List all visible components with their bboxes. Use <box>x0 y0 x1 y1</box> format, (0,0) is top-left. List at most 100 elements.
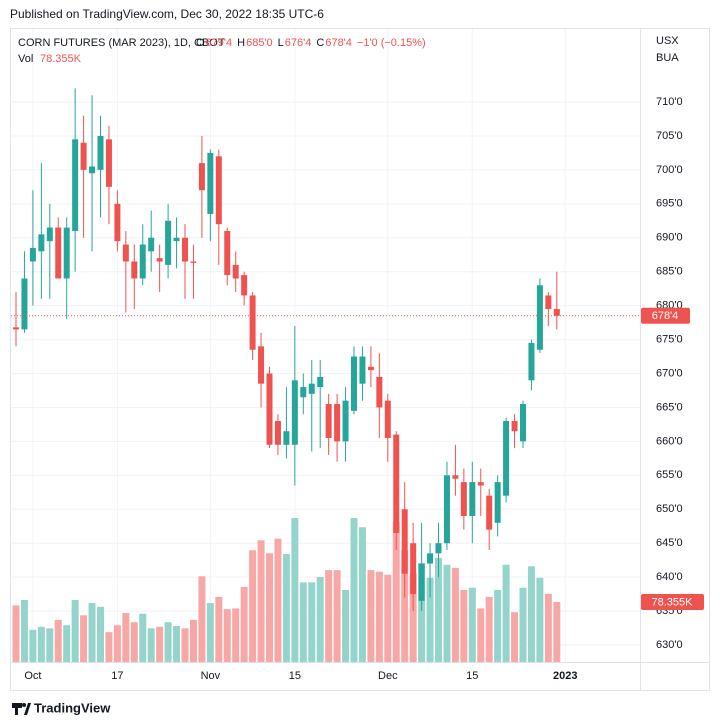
volume-bar <box>130 622 138 662</box>
candle-body <box>29 247 36 262</box>
volume-bar <box>401 550 409 662</box>
volume-bar <box>240 586 248 662</box>
candle-body <box>97 135 104 170</box>
candle-body <box>55 227 62 279</box>
candle-body <box>283 431 290 445</box>
volume-bar <box>350 518 358 662</box>
candle-body <box>460 482 467 517</box>
volume-bar <box>426 577 434 662</box>
candle-body <box>139 244 146 279</box>
candle-body <box>122 244 129 262</box>
symbol-title: CORN FUTURES (MAR 2023), 1D, CBOT <box>18 37 225 49</box>
candle-body <box>207 152 214 214</box>
candle-body <box>393 434 400 534</box>
volume-bar <box>156 626 164 662</box>
x-tick-label: Dec <box>378 670 398 682</box>
volume-bar <box>477 608 485 662</box>
last-volume-tag <box>641 594 704 611</box>
volume-bar <box>443 564 451 662</box>
candle-body <box>182 237 188 262</box>
y-tick-label: 690'0 <box>656 232 683 244</box>
volume-bar <box>37 626 45 662</box>
candle-body <box>105 139 112 187</box>
volume-bar <box>536 577 544 662</box>
volume-bar <box>553 602 561 662</box>
candle-body <box>190 261 197 263</box>
candle-body <box>486 495 493 530</box>
volume-bar <box>88 603 96 662</box>
volume-bar <box>333 570 341 662</box>
x-tick-label: 15 <box>466 670 478 682</box>
candle-body <box>384 400 391 438</box>
volume-bar <box>189 619 197 662</box>
volume-bar <box>113 625 121 662</box>
candle-body <box>553 309 560 316</box>
candle-body <box>401 509 408 574</box>
volume-bar <box>435 557 442 662</box>
volume-bar <box>451 567 459 662</box>
candle-body <box>249 295 256 350</box>
y-tick-label: 630'0 <box>656 639 683 651</box>
volume-bar <box>418 563 426 662</box>
x-tick-label: Oct <box>24 670 41 682</box>
volume-bar <box>173 626 181 662</box>
volume-bar <box>257 540 265 662</box>
volume-bar <box>54 619 62 662</box>
candle-body <box>13 327 19 330</box>
candle-body <box>469 482 476 517</box>
y-tick-label: 705'0 <box>656 130 683 142</box>
volume-bar <box>206 603 214 662</box>
volume-bar <box>71 599 79 662</box>
volume-bar <box>502 564 510 662</box>
candle-body <box>545 295 552 310</box>
axes: 630'0635'0640'0645'0650'0655'0660'0665'0… <box>11 96 704 682</box>
volume-bar <box>384 574 392 662</box>
y-tick-label: 660'0 <box>656 435 683 447</box>
y-tick-label: 670'0 <box>656 367 683 379</box>
candle-body <box>258 346 265 384</box>
currency: USX <box>656 35 679 47</box>
volume-bar <box>249 550 257 662</box>
volume-bar <box>80 615 88 662</box>
volume-bar <box>12 605 20 662</box>
ohlc-value: 676'4 <box>285 37 312 49</box>
volume-bar <box>325 570 333 662</box>
candle-body <box>80 142 87 170</box>
candle-body <box>351 356 357 411</box>
candle-body <box>266 373 273 445</box>
volume-bar <box>511 612 519 662</box>
ohlc-key: C <box>316 37 324 49</box>
brand: TradingView <box>34 700 111 715</box>
candle-body <box>300 387 307 398</box>
ohlc-value: 679'4 <box>206 37 233 49</box>
published-note: Published on TradingView.com, Dec 30, 20… <box>10 7 324 21</box>
candle-body <box>452 475 459 479</box>
x-tick-label: Nov <box>201 670 221 682</box>
volume-bar <box>122 613 130 662</box>
candle-body <box>114 203 121 242</box>
volume-bar <box>20 599 28 662</box>
volume-bar <box>409 573 417 662</box>
candle-body <box>334 404 341 442</box>
volume-bar <box>105 632 113 662</box>
y-tick-label: 685'0 <box>656 266 683 278</box>
last-price-tag <box>641 307 690 324</box>
volume-bar <box>46 628 54 662</box>
candle-body <box>72 139 79 231</box>
ohlc-value: 678'4 <box>325 37 352 49</box>
volume-bar <box>198 576 206 662</box>
volume-bar <box>223 609 231 662</box>
chart-frame <box>10 28 710 691</box>
candle-body <box>198 163 205 191</box>
brand-logo <box>12 703 31 715</box>
candle-body <box>156 258 163 262</box>
volume-bar <box>519 587 527 662</box>
volume-bar <box>181 628 189 662</box>
volume-bar <box>367 570 375 662</box>
last-volume-label: 78.355K <box>652 596 694 608</box>
candle-body <box>241 275 248 296</box>
volume-bar <box>299 582 307 662</box>
grid <box>11 29 640 662</box>
y-tick-label: 645'0 <box>656 537 683 549</box>
